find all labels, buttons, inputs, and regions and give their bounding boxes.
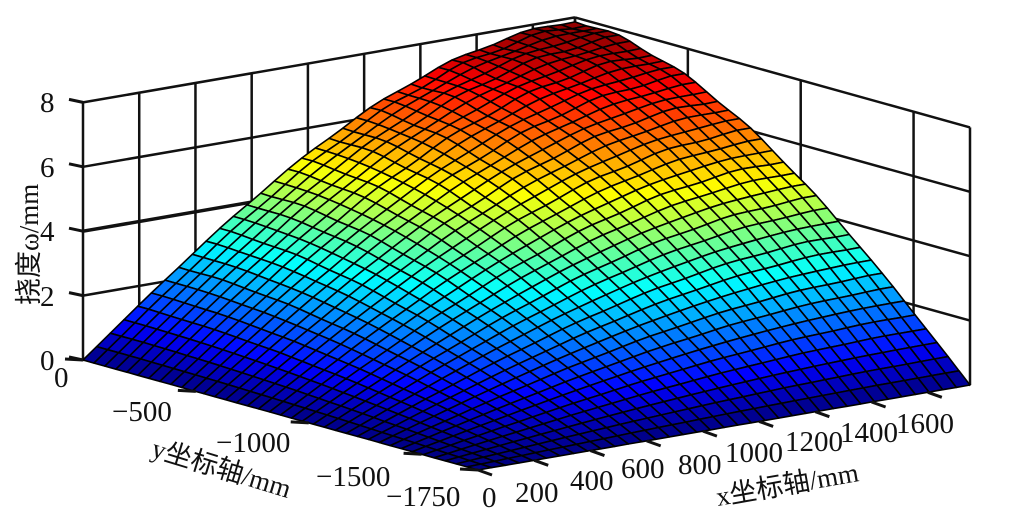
x-tick-400: 400 [570, 465, 614, 497]
y-tick-1000: −1000 [216, 427, 290, 459]
z-tick-2: 2 [40, 281, 55, 313]
x-tick-mark [758, 420, 774, 428]
z-axis-tick-labels: 0 2 4 6 8 [40, 87, 55, 377]
y-tick-mark [177, 388, 196, 393]
axis-ticks [64, 97, 943, 477]
x-tick-mark [927, 390, 943, 399]
x-tick-0: 0 [482, 482, 497, 514]
z-tick-0: 0 [40, 345, 55, 377]
y-tick-mark [290, 420, 309, 425]
y-tick-500: −500 [112, 396, 172, 428]
y-tick-mark [64, 357, 84, 362]
x-tick-1400: 1400 [840, 417, 898, 449]
y-axis-tick-labels: 0 −500 −1000 −1500 −1750 [54, 362, 460, 513]
z-tick-6: 6 [40, 152, 55, 184]
y-tick-0: 0 [54, 362, 69, 394]
back-wall-gridline-z [82, 16, 576, 104]
z-tick-mark [68, 291, 84, 298]
y-tick-mark [459, 467, 479, 472]
x-axis-tick-labels: 0 200 400 600 800 1000 1200 1400 1600 [482, 408, 954, 514]
z-tick-4: 4 [40, 216, 55, 248]
y-tick-1750: −1750 [386, 481, 460, 513]
z-axis-label: 挠度ω/mm [14, 184, 44, 305]
x-tick-1200: 1200 [785, 426, 843, 458]
right-wall-gridline-z [574, 16, 971, 129]
z-tick-8: 8 [40, 87, 55, 119]
x-tick-mark [589, 449, 605, 457]
surface-mesh [82, 21, 971, 471]
x-tick-600: 600 [621, 453, 665, 485]
x-tick-mark [871, 400, 887, 409]
x-tick-200: 200 [515, 477, 559, 509]
x-tick-mark [814, 410, 830, 419]
z-tick-mark [68, 162, 84, 169]
x-tick-mark [702, 429, 718, 438]
x-tick-1000: 1000 [725, 437, 783, 469]
x-tick-mark [533, 458, 549, 467]
x-tick-1600: 1600 [896, 408, 954, 440]
x-tick-mark [477, 468, 493, 477]
x-tick-800: 800 [678, 449, 722, 481]
y-tick-1500: −1500 [316, 461, 390, 493]
y-tick-mark [403, 451, 422, 456]
x-tick-mark [646, 439, 662, 448]
z-tick-mark [68, 97, 84, 104]
z-tick-mark [68, 226, 84, 233]
